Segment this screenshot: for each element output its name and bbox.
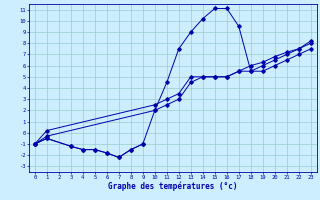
X-axis label: Graphe des températures (°c): Graphe des températures (°c) bbox=[108, 181, 237, 191]
